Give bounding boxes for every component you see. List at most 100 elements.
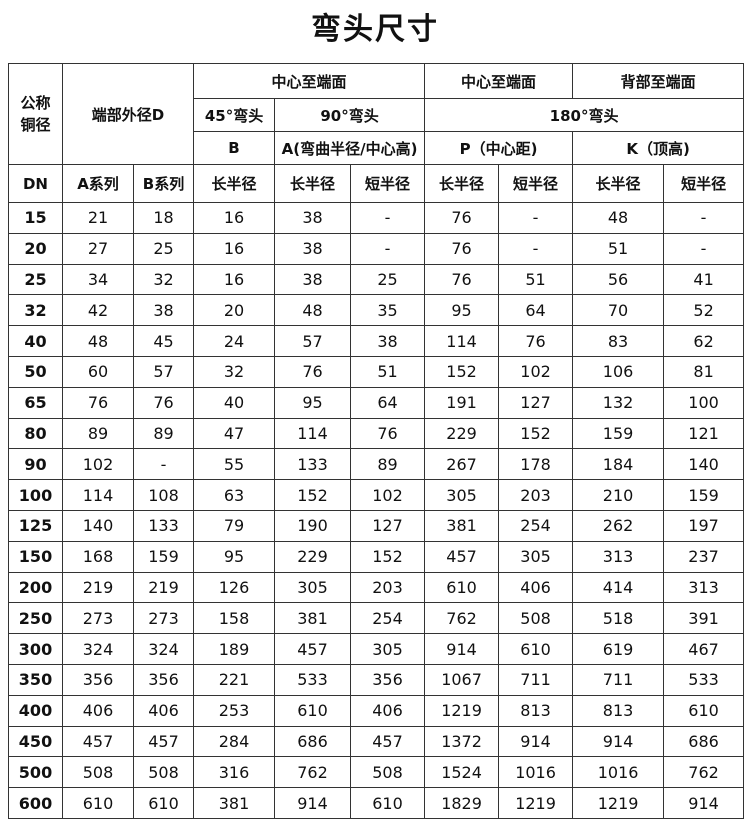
value-cell: 610: [62, 787, 134, 819]
value-cell: 1067: [424, 663, 500, 696]
value-cell: 95: [193, 540, 276, 573]
dn-cell: 15: [8, 202, 63, 234]
table-header: 公称铜径 端部外径D 中心至端面 中心至端面 背部至端面 45°弯头 90°弯头…: [8, 63, 745, 203]
header-cell: 长半径: [193, 164, 276, 203]
value-cell: 152: [498, 417, 574, 450]
value-cell: 76: [274, 355, 352, 388]
value-cell: 35: [350, 294, 426, 327]
value-cell: 48: [62, 325, 134, 357]
value-cell: 686: [274, 725, 352, 758]
value-cell: 711: [498, 663, 574, 696]
value-cell: 70: [572, 294, 665, 327]
header-cell: 短半径: [498, 164, 574, 203]
value-cell: 1524: [424, 756, 500, 789]
value-cell: 813: [498, 694, 574, 727]
value-cell: 16: [193, 202, 276, 234]
table-row: 20 27 25 16 38-76-51-: [8, 232, 745, 265]
value-cell: 457: [132, 725, 195, 758]
value-cell: 42: [62, 294, 134, 327]
value-cell: 40: [193, 386, 276, 419]
value-cell: 914: [572, 725, 665, 758]
table-row: 90 102-55 133 89 267 178 184 140: [8, 448, 745, 481]
dn-cell: 125: [8, 509, 63, 542]
value-cell: 24: [193, 325, 276, 357]
table-row: 150 168 159 95 229 152 457 305 313 237: [8, 540, 745, 573]
header-cell: 长半径: [274, 164, 352, 203]
value-cell: 20: [193, 294, 276, 327]
dn-cell: 50: [8, 355, 63, 388]
value-cell: -: [350, 202, 426, 234]
value-cell: 313: [572, 540, 665, 573]
dn-cell: 400: [8, 694, 63, 727]
value-cell: 406: [498, 571, 574, 604]
value-cell: 610: [424, 571, 500, 604]
value-cell: 221: [193, 663, 276, 696]
value-cell: 305: [424, 479, 500, 511]
value-cell: -: [132, 448, 195, 481]
value-cell: 55: [193, 448, 276, 481]
value-cell: 219: [62, 571, 134, 604]
value-cell: 1829: [424, 787, 500, 819]
value-cell: 133: [132, 509, 195, 542]
value-cell: 114: [424, 325, 500, 357]
dn-cell: 25: [8, 263, 63, 296]
value-cell: 381: [424, 509, 500, 542]
value-cell: -: [498, 202, 574, 234]
dn-cell: 250: [8, 602, 63, 635]
value-cell: 158: [193, 602, 276, 635]
dn-cell: 40: [8, 325, 63, 357]
value-cell: 254: [350, 602, 426, 635]
title: 弯头尺寸: [311, 12, 439, 47]
value-cell: 508: [132, 756, 195, 789]
value-cell: 467: [663, 633, 745, 665]
value-cell: 406: [132, 694, 195, 727]
header-row: DN A系列 B系列 长半径 长半径 短半径 长半径 短半径 长半径 短半径: [8, 164, 745, 203]
value-cell: 316: [193, 756, 276, 789]
value-cell: 76: [132, 386, 195, 419]
value-cell: 159: [572, 417, 665, 450]
value-cell: 610: [132, 787, 195, 819]
dn-cell: 90: [8, 448, 63, 481]
value-cell: 95: [274, 386, 352, 419]
header-cell: 长半径: [572, 164, 665, 203]
value-cell: 38: [274, 202, 352, 234]
value-cell: 140: [663, 448, 745, 481]
header-cell: 短半径: [350, 164, 426, 203]
table-row: 500 508 508 316 762 508 1524 1016 1016 762: [8, 756, 745, 789]
value-cell: 178: [498, 448, 574, 481]
value-cell: 610: [498, 633, 574, 665]
value-cell: 457: [274, 633, 352, 665]
value-cell: 38: [274, 232, 352, 265]
value-cell: 16: [193, 232, 276, 265]
dn-cell: 300: [8, 633, 63, 665]
value-cell: 114: [274, 417, 352, 450]
value-cell: 533: [663, 663, 745, 696]
value-cell: 133: [274, 448, 352, 481]
value-cell: 273: [62, 602, 134, 635]
value-cell: 381: [193, 787, 276, 819]
header-cell: 长半径: [424, 164, 500, 203]
value-cell: 324: [62, 633, 134, 665]
header-text: 公称铜径: [20, 94, 51, 134]
value-cell: 121: [663, 417, 745, 450]
value-cell: 762: [663, 756, 745, 789]
table-row: 200 219 219 126 305 203 610 406 414 313: [8, 571, 745, 604]
value-cell: 619: [572, 633, 665, 665]
value-cell: 34: [62, 263, 134, 296]
value-cell: 76: [498, 325, 574, 357]
value-cell: 64: [350, 386, 426, 419]
value-cell: 51: [572, 232, 665, 265]
value-cell: 406: [62, 694, 134, 727]
value-cell: 305: [274, 571, 352, 604]
dn-cell: 350: [8, 663, 63, 696]
value-cell: 45: [132, 325, 195, 357]
value-cell: 381: [274, 602, 352, 635]
table-row: 100 114 108 63 152 102 305 203 210 159: [8, 479, 745, 511]
value-cell: 27: [62, 232, 134, 265]
value-cell: 267: [424, 448, 500, 481]
value-cell: 219: [132, 571, 195, 604]
value-cell: 152: [424, 355, 500, 388]
table-row: 50 60 57 32 76 51 152 102 106 81: [8, 355, 745, 388]
value-cell: 114: [62, 479, 134, 511]
value-cell: 89: [62, 417, 134, 450]
